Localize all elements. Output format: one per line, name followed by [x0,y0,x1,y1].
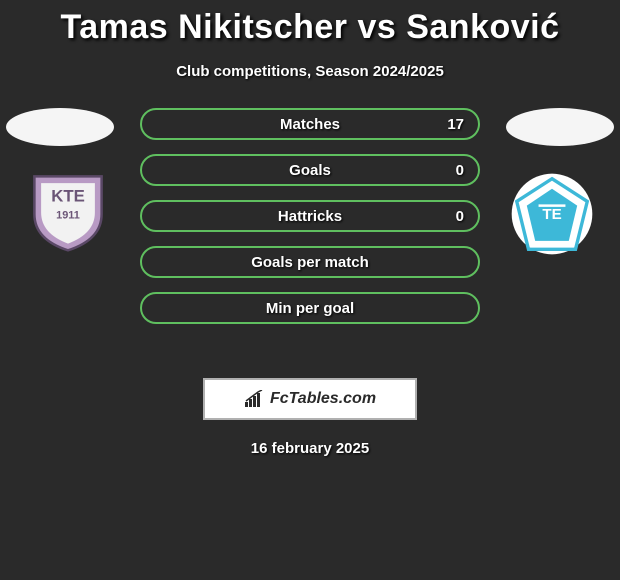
stat-label: Hattricks [278,208,342,225]
club-right-logo-icon: TE [510,172,594,256]
stat-value: 0 [456,208,464,225]
svg-text:1911: 1911 [56,209,80,221]
stat-row: Min per goal [140,292,480,324]
brand-badge: FcTables.com [203,378,417,420]
stat-row: Hattricks 0 [140,200,480,232]
date-text: 16 february 2025 [0,440,620,457]
chart-icon [244,390,266,408]
player-left-oval [6,108,114,146]
comparison-panel: KTE 1911 TE Matches 17 Goals 0 Hattricks… [0,108,620,358]
stat-label: Goals [289,162,331,179]
stat-row: Goals 0 [140,154,480,186]
stat-value: 0 [456,162,464,179]
player-right-oval [506,108,614,146]
stat-row: Matches 17 [140,108,480,140]
stats-list: Matches 17 Goals 0 Hattricks 0 Goals per… [140,108,480,324]
stat-value: 17 [447,116,464,133]
stat-row: Goals per match [140,246,480,278]
stat-label: Min per goal [266,300,354,317]
svg-text:KTE: KTE [51,187,85,206]
subtitle: Club competitions, Season 2024/2025 [0,63,620,80]
svg-text:TE: TE [542,206,561,223]
stat-label: Matches [280,116,340,133]
brand-text: FcTables.com [270,390,376,408]
club-left-logo-icon: KTE 1911 [26,168,110,252]
page-title: Tamas Nikitscher vs Sanković [0,0,620,47]
stat-label: Goals per match [251,254,369,271]
